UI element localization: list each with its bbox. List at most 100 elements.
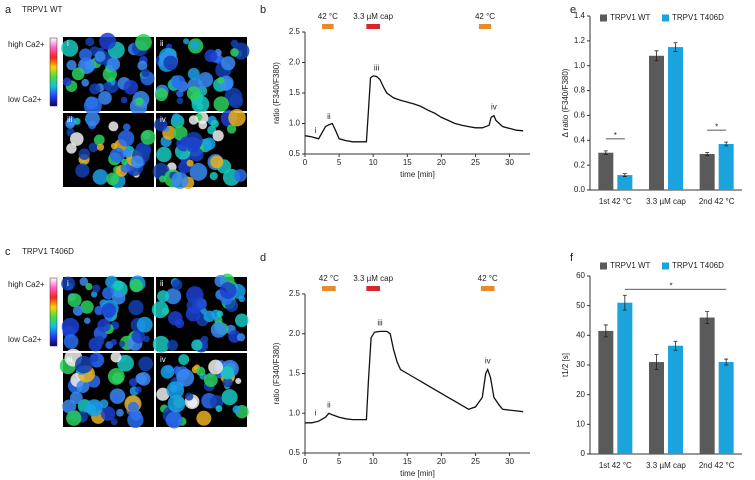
cell-blob (61, 276, 76, 291)
cell-blob (156, 387, 170, 401)
cell-blob (212, 130, 224, 142)
cell-blob (94, 51, 106, 62)
cell-blob (131, 329, 146, 344)
cell-blob (167, 339, 179, 351)
cell-blob (106, 57, 121, 71)
cell-blob (66, 410, 82, 426)
colorbar-low: low Ca2+ (8, 95, 42, 104)
cell-blob (136, 316, 153, 333)
y-axis-label: ratio (F340/F380) (272, 62, 281, 124)
bar (718, 362, 734, 454)
cell-blob (93, 335, 105, 347)
cell-blob (156, 146, 172, 163)
x-tick-label: 1st 42 °C (599, 461, 632, 470)
cell-blob (235, 313, 249, 328)
cell-blob (67, 293, 82, 308)
error-bar (705, 152, 710, 156)
colorbar (49, 37, 58, 107)
bar (718, 144, 734, 190)
error-bar (673, 340, 678, 351)
cell-blob (69, 391, 83, 405)
y-tick-label: 1.5 (289, 369, 301, 378)
x-tick-label: 2nd 42 °C (699, 461, 735, 470)
legend-swatch (600, 262, 607, 270)
cell-blob (154, 88, 168, 102)
error-bar (724, 358, 729, 366)
cell-blob (103, 81, 113, 91)
y-tick-label: 0.5 (289, 149, 301, 158)
x-tick-label: 10 (369, 457, 378, 466)
cell-blob (152, 335, 170, 353)
quadrant-label: iv (160, 355, 166, 364)
trace (305, 330, 524, 424)
quadrant-label: i (67, 279, 69, 288)
bar (699, 153, 715, 190)
cell-blob (97, 318, 111, 333)
cell-blob (110, 351, 122, 363)
cell-blob (135, 386, 142, 394)
cell-blob (108, 121, 119, 132)
cell-blob (72, 305, 84, 316)
error-bar (654, 354, 659, 370)
point-label: iii (377, 318, 383, 327)
panel-letter: f (570, 252, 574, 264)
y-tick-label: 1.0 (289, 119, 301, 128)
point-label: ii (327, 112, 331, 121)
legend-swatch (662, 262, 669, 270)
cell-blob (222, 377, 233, 388)
cell-blob (187, 67, 200, 80)
colorbar-high: high Ca2+ (8, 280, 45, 289)
cell-blob (171, 171, 189, 189)
x-axis-label: time [min] (400, 469, 435, 478)
error-bar (705, 311, 710, 324)
y-tick-label: 30 (576, 360, 585, 369)
cell-blob (217, 76, 225, 85)
x-tick-label: 0 (303, 158, 308, 167)
cell-blob (71, 67, 85, 81)
cell-blob (61, 317, 80, 336)
cell-blob (107, 368, 125, 385)
cell-blob (202, 137, 216, 151)
point-label: i (315, 126, 317, 135)
cell-blob (109, 147, 125, 163)
y-tick-label: 2.5 (289, 27, 301, 36)
stimulus-label: 3.3 µM cap (353, 12, 393, 21)
cell-blob (197, 72, 214, 88)
x-tick-label: 15 (403, 457, 412, 466)
y-tick-label: 1.0 (574, 61, 586, 70)
cell-blob (136, 371, 151, 386)
cell-blob (234, 169, 247, 182)
y-tick-label: 0.8 (574, 86, 586, 95)
stimulus-label: 3.3 µM cap (353, 274, 393, 283)
cell-blob (167, 394, 186, 413)
cell-blob (196, 410, 212, 426)
cell-blob (85, 111, 100, 127)
cell-blob (178, 354, 190, 365)
y-tick-label: 0.5 (289, 448, 301, 457)
panel-letter: c (5, 246, 11, 258)
cell-blob (127, 411, 144, 429)
cell-blob (63, 334, 79, 349)
cell-blob (235, 378, 242, 385)
cell-blob (236, 333, 246, 342)
cell-blob (89, 353, 99, 363)
legend-label: TRPV1 T406D (672, 13, 724, 22)
bar (649, 362, 664, 454)
y-axis-label: t1/2 [s] (561, 353, 570, 377)
bar (649, 55, 664, 191)
cell-blob (176, 97, 184, 105)
cell-blob (65, 118, 75, 129)
cell-blob (210, 321, 227, 338)
cell-blob (129, 278, 143, 293)
cell-blob (98, 91, 112, 105)
significance-label: * (670, 281, 673, 290)
x-tick-label: 30 (505, 457, 514, 466)
cell-blob (93, 134, 105, 146)
cell-blob (137, 60, 148, 71)
stimulus-bar (366, 286, 380, 291)
y-tick-label: 2.5 (289, 289, 301, 298)
cell-blob (219, 282, 237, 299)
error-bar (622, 173, 627, 177)
y-tick-label: 1.5 (289, 88, 301, 97)
cell-blob (113, 280, 124, 291)
